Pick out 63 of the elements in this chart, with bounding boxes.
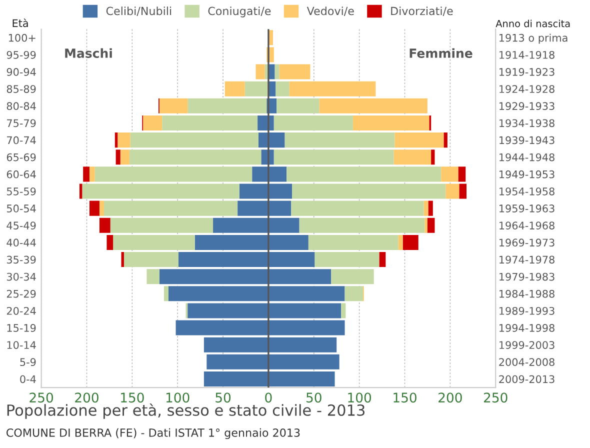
y-tick-label: 40-44 — [6, 238, 36, 247]
y-tick-label: 20-24 — [6, 306, 36, 315]
y-tick-label: 95-99 — [6, 50, 36, 59]
y2-axis-title: Anno di nascita — [496, 20, 570, 28]
y-tick-label: 80-84 — [6, 102, 36, 110]
y-tick-label: 90-94 — [6, 68, 36, 76]
y2-tick-label: 1919-1923 — [500, 68, 554, 76]
annotation: Femmine — [410, 48, 472, 58]
x-tick-label: 50 — [216, 392, 231, 403]
y2-tick-label: 1944-1948 — [500, 153, 554, 162]
x-tick-label: 0 — [265, 392, 272, 403]
legend-label: Vedovi/e — [306, 6, 354, 16]
text: COMUNE DI BERRA (FE) - Dati ISTAT 1° gennaio 2013 — [6, 428, 300, 440]
y-tick-label: 15-19 — [7, 324, 36, 332]
x-tick-label: 150 — [394, 392, 416, 403]
y-tick-label: 75-79 — [7, 119, 36, 128]
y2-tick-label: 1929-1933 — [500, 102, 554, 110]
text: Popolazione per età, sesso e stato civile - 2013 — [7, 403, 365, 419]
y-tick-label: 25-29 — [6, 290, 36, 298]
y2-tick-label: 2004-2008 — [499, 358, 554, 366]
y2-tick-label: 1989-1993 — [500, 306, 554, 315]
x-tick-label: 100 — [166, 392, 190, 403]
x-tick-label: 200 — [75, 392, 98, 403]
y-tick-label: 85-89 — [6, 85, 36, 93]
y-tick-label: 50-54 — [6, 204, 36, 212]
y-tick-label: 45-49 — [6, 222, 36, 230]
x-tick-label: 50 — [306, 392, 322, 403]
annotation: Maschi — [65, 48, 112, 58]
y2-tick-label: 1984-1988 — [500, 290, 554, 298]
y-tick-label: 35-39 — [6, 256, 36, 264]
y2-tick-label: 1969-1973 — [500, 238, 554, 247]
y2-tick-label: 1999-2003 — [500, 341, 554, 349]
x-tick-label: 250 — [30, 392, 54, 403]
x-tick-label: 150 — [121, 392, 144, 403]
x-tick-label: 250 — [484, 392, 508, 403]
y-tick-label: 5-9 — [20, 358, 36, 366]
y-tick-label: 60-64 — [6, 170, 36, 178]
y-tick-label: 65-69 — [6, 153, 36, 162]
y-tick-label: 0-4 — [20, 375, 36, 384]
legend-label: Divorziati/e — [391, 6, 453, 16]
y-tick-label: 10-14 — [7, 341, 36, 349]
y-tick-label: 100+ — [8, 34, 36, 42]
y2-tick-label: 1939-1943 — [500, 136, 554, 144]
y2-tick-label: 1949-1953 — [500, 170, 554, 178]
y2-tick-label: 1924-1928 — [500, 85, 554, 93]
y2-tick-label: 1974-1978 — [500, 256, 554, 264]
y2-tick-label: 1914-1918 — [500, 50, 554, 59]
y2-tick-label: 1994-1998 — [500, 324, 554, 332]
x-tick-label: 200 — [438, 392, 462, 403]
legend-label: Coniugati/e — [208, 6, 271, 18]
y2-tick-label: 2009-2013 — [499, 375, 554, 384]
legend-label: Celibi/Nubili — [106, 6, 172, 16]
x-tick-label: 100 — [348, 392, 372, 403]
y2-tick-label: 1964-1968 — [500, 222, 554, 230]
y2-tick-label: 1934-1938 — [500, 119, 554, 128]
y-tick-label: 70-74 — [7, 136, 36, 144]
y2-tick-label: 1959-1963 — [500, 204, 554, 212]
y-tick-label: 55-59 — [6, 187, 36, 196]
y-axis-title: Età — [12, 18, 28, 28]
y-tick-label: 30-34 — [6, 272, 36, 281]
y2-tick-label: 1913 o prima — [500, 34, 568, 44]
y2-tick-label: 1979-1983 — [500, 272, 554, 281]
y2-tick-label: 1954-1958 — [500, 187, 554, 196]
